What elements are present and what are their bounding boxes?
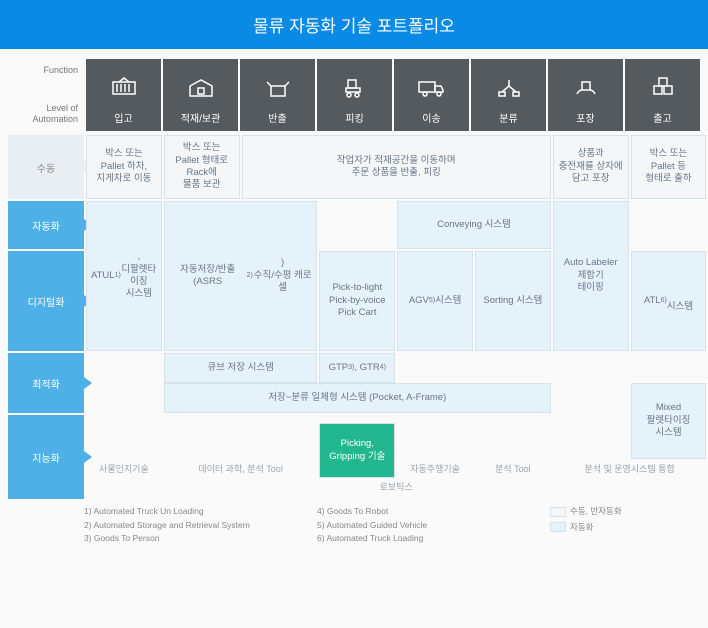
boxes-icon <box>648 65 678 108</box>
block-picking: Picking,Gripping 기술 <box>319 423 395 478</box>
block-pocket: 저장~분류 일체형 시스템 (Pocket, A-Frame) <box>164 383 551 413</box>
block-m-outpick: 작업자가 적재공간을 이동하며주문 상품을 반출, 피킹 <box>242 135 551 199</box>
func-picking: 피킹 <box>317 59 392 131</box>
container-icon <box>109 65 139 108</box>
func-storage: 적재/보관 <box>163 59 238 131</box>
block-atl: ATL6)시스템 <box>631 251 707 351</box>
block-sortsys: Sorting 시스템 <box>475 251 551 351</box>
func-retrieve: 반출 <box>240 59 315 131</box>
level-column: 수동 자동화 디지털화 최적화 지능화 <box>8 135 84 499</box>
legend: 수동, 반자동화 자동화 <box>550 505 700 546</box>
box-open-icon <box>263 65 293 108</box>
block-datasci: 데이터 과학, 분석 Tool <box>164 449 318 491</box>
block-opsys: 분석 및 운영시스템 통합 <box>553 449 707 491</box>
block-asrs: 자동저장/반출 (ASRS2))수직/수평 캐로셀 <box>164 201 318 351</box>
truck-icon <box>417 65 447 108</box>
block-cube: 큐브 저장 시스템 <box>164 353 318 383</box>
level-digital: 디지털화 <box>8 251 84 351</box>
block-m-store: 박스 또는Pallet 형태로Rack에물품 보관 <box>164 135 240 199</box>
hands-box-icon <box>571 65 601 108</box>
block-gtp: GTP3), GTR4) <box>319 353 395 383</box>
block-labeler: Auto Labeler제함기테이핑 <box>553 201 629 351</box>
level-auto: 자동화 <box>8 201 84 249</box>
axis-labels: Function Level ofAutomation <box>8 59 84 131</box>
function-header-row: Function Level ofAutomation 입고 적재/보관 반출 <box>8 59 700 131</box>
cart-icon <box>340 65 370 108</box>
block-matrix: 박스 또는Pallet 하차,지게차로 이동박스 또는Pallet 형태로Rac… <box>86 135 700 495</box>
block-atul: ATUL1),디팔렛타이징시스템 <box>86 201 162 351</box>
level-manual: 수동 <box>8 135 84 199</box>
level-opt: 최적화 <box>8 353 84 413</box>
func-sort: 분류 <box>471 59 546 131</box>
footnotes-right: 4) Goods To Robot 5) Automated Guided Ve… <box>317 505 550 546</box>
func-pack: 포장 <box>548 59 623 131</box>
block-m-pack: 상품과충전재를 상자에담고 포장 <box>553 135 629 199</box>
level-intel: 지능화 <box>8 415 84 499</box>
footnotes: 1) Automated Truck Un Loading 2) Automat… <box>8 505 700 546</box>
block-robotics: 로보틱스 <box>319 478 473 498</box>
func-transport: 이송 <box>394 59 469 131</box>
sort-icon <box>494 65 524 108</box>
block-m-ship: 박스 또는Pallet 등형태로 출하 <box>631 135 707 199</box>
block-mixed: Mixed팔렛타이징시스템 <box>631 383 707 459</box>
footnotes-left: 1) Automated Truck Un Loading 2) Automat… <box>84 505 317 546</box>
block-cognitive: 사물인지기술 <box>86 449 162 491</box>
matrix-container: Function Level ofAutomation 입고 적재/보관 반출 <box>0 49 708 546</box>
block-convey: Conveying 시스템 <box>397 201 551 249</box>
block-m-in: 박스 또는Pallet 하차,지게차로 이동 <box>86 135 162 199</box>
axis-function-label: Function <box>43 65 78 75</box>
page-title: 물류 자동화 기술 포트폴리오 <box>0 0 708 49</box>
block-agv: AGV5) 시스템 <box>397 251 473 351</box>
block-analysis: 분석 Tool <box>475 449 551 491</box>
axis-level-label: Level ofAutomation <box>32 103 78 125</box>
block-ptl: Pick-to-lightPick-by-voicePick Cart <box>319 251 395 351</box>
warehouse-icon <box>186 65 216 108</box>
func-inbound: 입고 <box>86 59 161 131</box>
func-ship: 출고 <box>625 59 700 131</box>
